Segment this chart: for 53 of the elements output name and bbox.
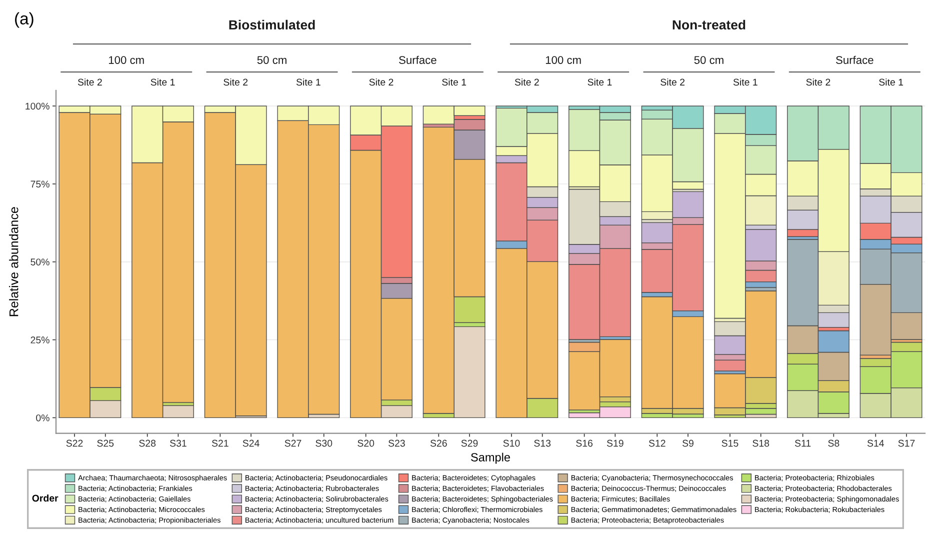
y-tick-label: 0%	[36, 414, 50, 422]
y-tick-label: 25%	[30, 336, 50, 344]
x-tick-label: S19	[606, 440, 624, 447]
x-tick-label: S23	[388, 440, 405, 447]
x-tick-label: S8	[828, 440, 840, 447]
text: Site 1	[733, 78, 758, 86]
y-tick-label: 100%	[26, 102, 50, 110]
text: Site 2	[514, 78, 539, 86]
x-tick-label: S9	[682, 440, 694, 447]
x-tick-label: S22	[66, 440, 83, 447]
text: Site 1	[442, 78, 466, 86]
x-tick-label: S28	[139, 440, 156, 447]
x-axis-title: Sample	[471, 452, 510, 464]
x-tick-label: S14	[867, 440, 884, 447]
y-axis-title: Relative abundance	[9, 207, 18, 316]
text: (a)	[15, 12, 34, 28]
text: 100 cm	[546, 56, 581, 64]
x-tick-label: S16	[576, 440, 593, 447]
text: Surface	[836, 56, 874, 64]
y-tick-label: 75%	[30, 180, 50, 188]
x-tick-label: S31	[170, 440, 186, 447]
text: Site 1	[588, 78, 612, 86]
text: Site 2	[660, 78, 685, 86]
text: Site 1	[879, 78, 904, 86]
x-tick-label: S13	[534, 440, 551, 447]
text: 50 cm	[694, 56, 724, 64]
text: Site 1	[296, 78, 320, 86]
x-tick-label: S24	[242, 440, 260, 447]
x-tick-label: S15	[722, 440, 738, 447]
x-tick-label: S17	[898, 440, 915, 447]
legend-title: Order	[32, 494, 58, 502]
y-tick-label: 50%	[30, 258, 50, 266]
x-tick-label: S27	[284, 440, 302, 447]
text: Site 2	[78, 78, 102, 86]
x-tick-label: S20	[358, 440, 374, 447]
text: 100 cm	[108, 56, 144, 64]
x-tick-label: S18	[752, 440, 770, 447]
text: Non-treated	[672, 20, 746, 30]
x-tick-label: S25	[97, 440, 114, 447]
x-tick-label: S21	[212, 440, 228, 447]
x-tick-label: S10	[503, 440, 520, 447]
text: Biostimulated	[229, 20, 315, 30]
text: Site 2	[224, 78, 248, 86]
x-tick-label: S29	[461, 440, 478, 447]
text: Site 1	[150, 78, 175, 86]
x-tick-label: S30	[316, 440, 332, 447]
x-tick-label: S26	[430, 440, 447, 447]
text: Site 2	[369, 78, 394, 86]
text: Surface	[399, 56, 436, 64]
x-tick-label: S11	[794, 440, 811, 447]
text: Site 2	[806, 78, 830, 86]
x-tick-label: S12	[648, 440, 666, 447]
text: 50 cm	[257, 56, 286, 64]
